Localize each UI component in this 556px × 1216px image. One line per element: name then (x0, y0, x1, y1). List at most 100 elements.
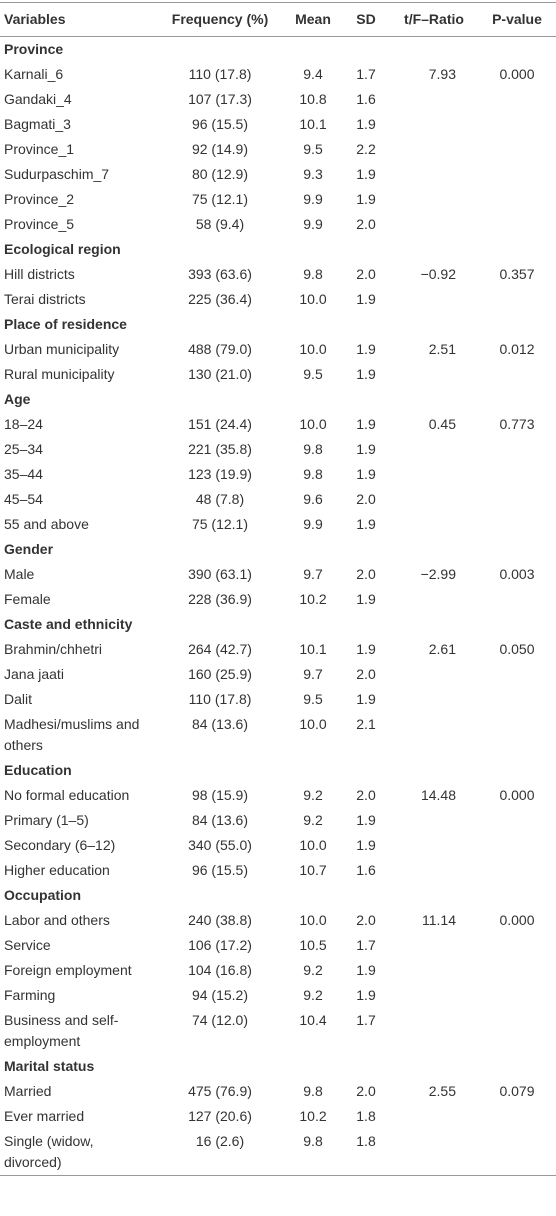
frequency: 393 (63.6) (188, 266, 252, 282)
mean: 9.9 (303, 516, 323, 532)
sd: 2.0 (356, 491, 376, 507)
sd: 1.8 (356, 1108, 376, 1124)
variable: Gandaki_4 (4, 91, 72, 107)
variable: Ever married (4, 1108, 85, 1124)
data-row: Secondary (6–12) 340 (55.0) 10.0 1.9 (0, 833, 556, 858)
data-row: Terai districts 225 (36.4) 10.0 1.9 (0, 287, 556, 312)
sd: 2.0 (356, 787, 376, 803)
empty-cell (478, 462, 556, 487)
column-header: Mean (284, 2, 342, 37)
empty-cell (478, 437, 556, 462)
empty-cell (478, 808, 556, 833)
sd: 1.9 (356, 341, 376, 357)
empty-cell (390, 808, 478, 833)
empty-cell (390, 112, 478, 137)
data-row: Dalit 110 (17.8) 9.5 1.9 (0, 687, 556, 712)
frequency: 151 (24.4) (188, 416, 252, 432)
empty-cell (390, 712, 478, 758)
p-value: 0.079 (499, 1083, 535, 1099)
mean: 9.5 (303, 691, 323, 707)
data-row: Karnali_6 110 (17.8) 9.4 1.7 7.93 0.000 (0, 62, 556, 87)
section-title: Age (4, 391, 31, 407)
mean: 10.1 (299, 641, 327, 657)
sd: 1.9 (356, 441, 376, 457)
frequency: 84 (13.6) (191, 812, 249, 828)
mean: 10.7 (299, 862, 327, 878)
variable: 35–44 (4, 466, 43, 482)
empty-cell (390, 212, 478, 237)
section-title: Marital status (4, 1058, 95, 1074)
section-row: Marital status (0, 1054, 556, 1079)
mean: 10.1 (299, 116, 327, 132)
mean: 10.0 (299, 912, 327, 928)
empty-cell (478, 858, 556, 883)
mean: 10.0 (299, 716, 327, 732)
variable: Labor and others (4, 912, 110, 928)
sd: 2.0 (356, 216, 376, 232)
variable: 45–54 (4, 491, 43, 507)
variable: Brahmin/chhetri (4, 641, 103, 657)
frequency: 104 (16.8) (188, 962, 252, 978)
data-row: Jana jaati 160 (25.9) 9.7 2.0 (0, 662, 556, 687)
sd: 1.9 (356, 366, 376, 382)
variable: Service (4, 937, 51, 953)
ratio: 2.61 (428, 641, 456, 657)
frequency: 106 (17.2) (188, 937, 252, 953)
data-row: Province_1 92 (14.9) 9.5 2.2 (0, 137, 556, 162)
empty-cell (478, 958, 556, 983)
p-value: 0.003 (499, 566, 535, 582)
data-row: Business and self-employment 74 (12.0) 10.… (0, 1008, 556, 1054)
frequency: 390 (63.1) (188, 566, 252, 582)
sd: 1.9 (356, 837, 376, 853)
data-row: Madhesi/muslims and others 84 (13.6) 10.0 2… (0, 712, 556, 758)
ratio: −2.99 (420, 566, 456, 582)
empty-cell (390, 662, 478, 687)
empty-cell (390, 587, 478, 612)
sd: 1.6 (356, 862, 376, 878)
section-row: Gender (0, 537, 556, 562)
mean: 9.5 (303, 141, 323, 157)
variable: Married (4, 1083, 52, 1099)
mean: 10.4 (299, 1012, 327, 1028)
frequency: 75 (12.1) (191, 516, 249, 532)
p-value: 0.012 (499, 341, 535, 357)
empty-cell (478, 162, 556, 187)
empty-cell (478, 933, 556, 958)
data-row: Female 228 (36.9) 10.2 1.9 (0, 587, 556, 612)
data-row: Rural municipality 130 (21.0) 9.5 1.9 (0, 362, 556, 387)
empty-cell (390, 287, 478, 312)
ratio: 11.14 (422, 912, 456, 928)
frequency: 110 (17.8) (188, 66, 252, 82)
frequency: 58 (9.4) (195, 216, 245, 232)
data-row: Service 106 (17.2) 10.5 1.7 (0, 933, 556, 958)
ratio: 7.93 (428, 66, 456, 82)
data-row: Province_2 75 (12.1) 9.9 1.9 (0, 187, 556, 212)
mean: 10.0 (299, 291, 327, 307)
section-title: Province (4, 41, 64, 57)
frequency: 48 (7.8) (195, 491, 245, 507)
empty-cell (390, 87, 478, 112)
sd: 1.9 (356, 116, 376, 132)
empty-cell (478, 587, 556, 612)
data-row: Sudurpaschim_7 80 (12.9) 9.3 1.9 (0, 162, 556, 187)
variable: Province_2 (4, 191, 75, 207)
ratio: −0.92 (420, 266, 456, 282)
sd: 2.0 (356, 912, 376, 928)
frequency: 130 (21.0) (188, 366, 252, 382)
frequency: 110 (17.8) (188, 691, 252, 707)
frequency: 16 (2.6) (195, 1133, 245, 1149)
empty-cell (478, 712, 556, 758)
empty-cell (478, 1129, 556, 1176)
mean: 10.0 (299, 341, 327, 357)
empty-cell (478, 187, 556, 212)
data-row: Bagmati_3 96 (15.5) 10.1 1.9 (0, 112, 556, 137)
frequency: 228 (36.9) (188, 591, 252, 607)
sd: 1.9 (356, 191, 376, 207)
mean: 9.9 (303, 216, 323, 232)
empty-cell (478, 112, 556, 137)
mean: 9.6 (303, 491, 323, 507)
empty-cell (390, 1129, 478, 1176)
variable: Urban municipality (4, 341, 120, 357)
data-row: Foreign employment 104 (16.8) 9.2 1.9 (0, 958, 556, 983)
mean: 9.2 (303, 987, 323, 1003)
